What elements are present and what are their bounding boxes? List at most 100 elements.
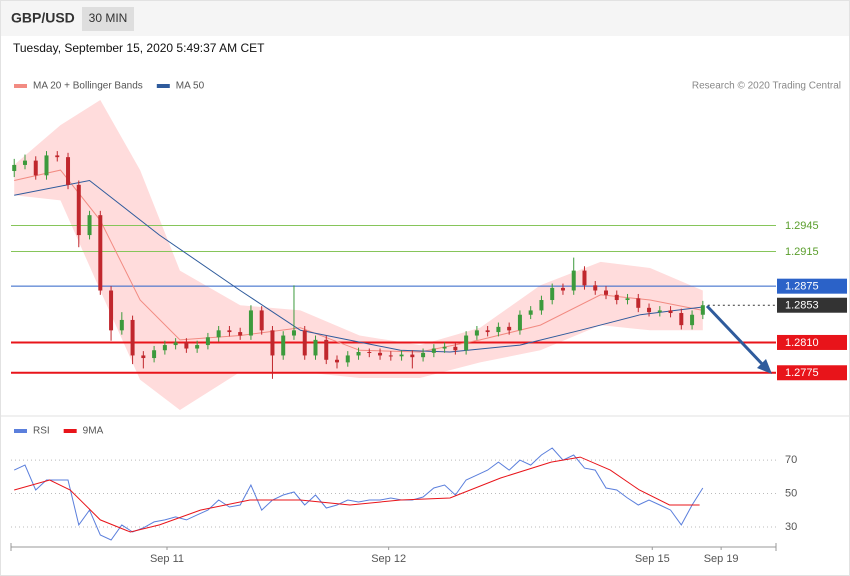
candle-body (313, 339, 318, 356)
level-label-box (777, 297, 847, 313)
y-tick-label: 70 (785, 454, 797, 466)
candle-body (668, 310, 673, 314)
candle-body (248, 310, 253, 336)
candle-body (335, 359, 340, 363)
candle-body (195, 345, 200, 349)
candle-body (399, 354, 404, 357)
candle-body (44, 155, 49, 176)
candle-body (22, 160, 27, 165)
candle-body (625, 298, 630, 301)
x-tick-label: Sep 15 (635, 553, 670, 565)
candle-body (431, 348, 436, 353)
candle-body (485, 330, 490, 333)
candle-body (281, 335, 286, 356)
candle-body (560, 287, 565, 291)
candle-body (550, 287, 555, 301)
credit: Research © 2020 Trading Central (692, 81, 841, 92)
legend-label: RSI (33, 426, 50, 437)
legend-swatch (14, 429, 27, 433)
candle-body (604, 290, 608, 295)
candle-body (302, 330, 307, 356)
timeframe-box[interactable] (82, 7, 134, 31)
legend-label: MA 20 + Bollinger Bands (33, 81, 143, 92)
moving-average (14, 179, 703, 353)
candle-body (55, 155, 60, 158)
level-label-box (777, 278, 847, 294)
candle-body (173, 342, 178, 346)
level-label: 1.2915 (785, 246, 819, 258)
candle-body (388, 355, 393, 357)
header-bar (1, 1, 849, 36)
candle-body (291, 330, 296, 336)
level-label-box (777, 365, 847, 381)
candle-body (152, 350, 157, 359)
y-tick-label: 30 (785, 521, 797, 533)
candle-body (636, 298, 641, 308)
legend-label: MA 50 (176, 81, 205, 92)
x-tick-label: Sep 19 (704, 553, 739, 565)
candle-body (539, 300, 544, 311)
candle-body (345, 355, 350, 363)
level-label: 1.2775 (785, 367, 819, 379)
candle-body (378, 352, 383, 356)
candle-body (76, 184, 81, 236)
candle-body (690, 314, 695, 326)
bollinger-band (14, 100, 703, 410)
candle-body (410, 354, 415, 358)
candle-body (270, 330, 275, 356)
indicator-line (13, 447, 704, 541)
candle-body (571, 270, 576, 291)
moving-average (14, 169, 703, 353)
candle-body (367, 351, 372, 353)
candle-body (474, 330, 479, 336)
candle-body (87, 215, 92, 236)
candle-body (528, 310, 533, 315)
candle-body (356, 351, 361, 356)
legend-swatch (63, 429, 77, 433)
candle-body (130, 319, 135, 356)
legend-label: 9MA (83, 426, 104, 437)
candle-body (421, 352, 426, 358)
symbol: GBP/USD (11, 10, 75, 26)
timeframe[interactable]: 30 MIN (89, 11, 128, 25)
candle-body (12, 164, 17, 172)
candle-body (66, 157, 71, 185)
level-label: 1.2945 (785, 220, 819, 232)
forecast-arrow-head (757, 359, 772, 374)
timestamp: Tuesday, September 15, 2020 5:49:37 AM C… (13, 41, 265, 55)
candle-body (647, 307, 652, 313)
candle-body (496, 326, 501, 333)
candle-body (614, 294, 619, 301)
candle-body (119, 319, 124, 331)
candle-body (227, 330, 232, 333)
candle-body (98, 215, 103, 291)
y-tick-label: 50 (785, 487, 797, 499)
candle-body (109, 290, 114, 331)
level-label: 1.2875 (785, 281, 819, 293)
candle-body (679, 313, 684, 326)
forecast-arrow (705, 304, 766, 368)
candle-body (205, 337, 210, 346)
candle-body (442, 346, 447, 349)
level-label: 1.2810 (785, 337, 819, 349)
candle-body (593, 285, 598, 291)
indicator-line (14, 456, 700, 533)
level-label: 1.2853 (785, 300, 819, 312)
level-label-box (777, 334, 847, 350)
x-tick-label: Sep 12 (371, 553, 406, 565)
legend-swatch (14, 84, 27, 88)
candle-body (238, 332, 243, 336)
candle-body (453, 346, 458, 351)
candle-body (259, 310, 264, 331)
candle-body (507, 326, 512, 331)
candle-body (700, 305, 705, 315)
plot-layer: MA 20 + Bollinger Bands MA 50 Research © 2… (10, 81, 847, 565)
candle-body (216, 330, 221, 338)
candle-body (324, 339, 329, 360)
candle-body (464, 335, 469, 351)
candle-body (162, 345, 167, 351)
candle-body (657, 310, 662, 313)
candle-body (141, 355, 146, 359)
